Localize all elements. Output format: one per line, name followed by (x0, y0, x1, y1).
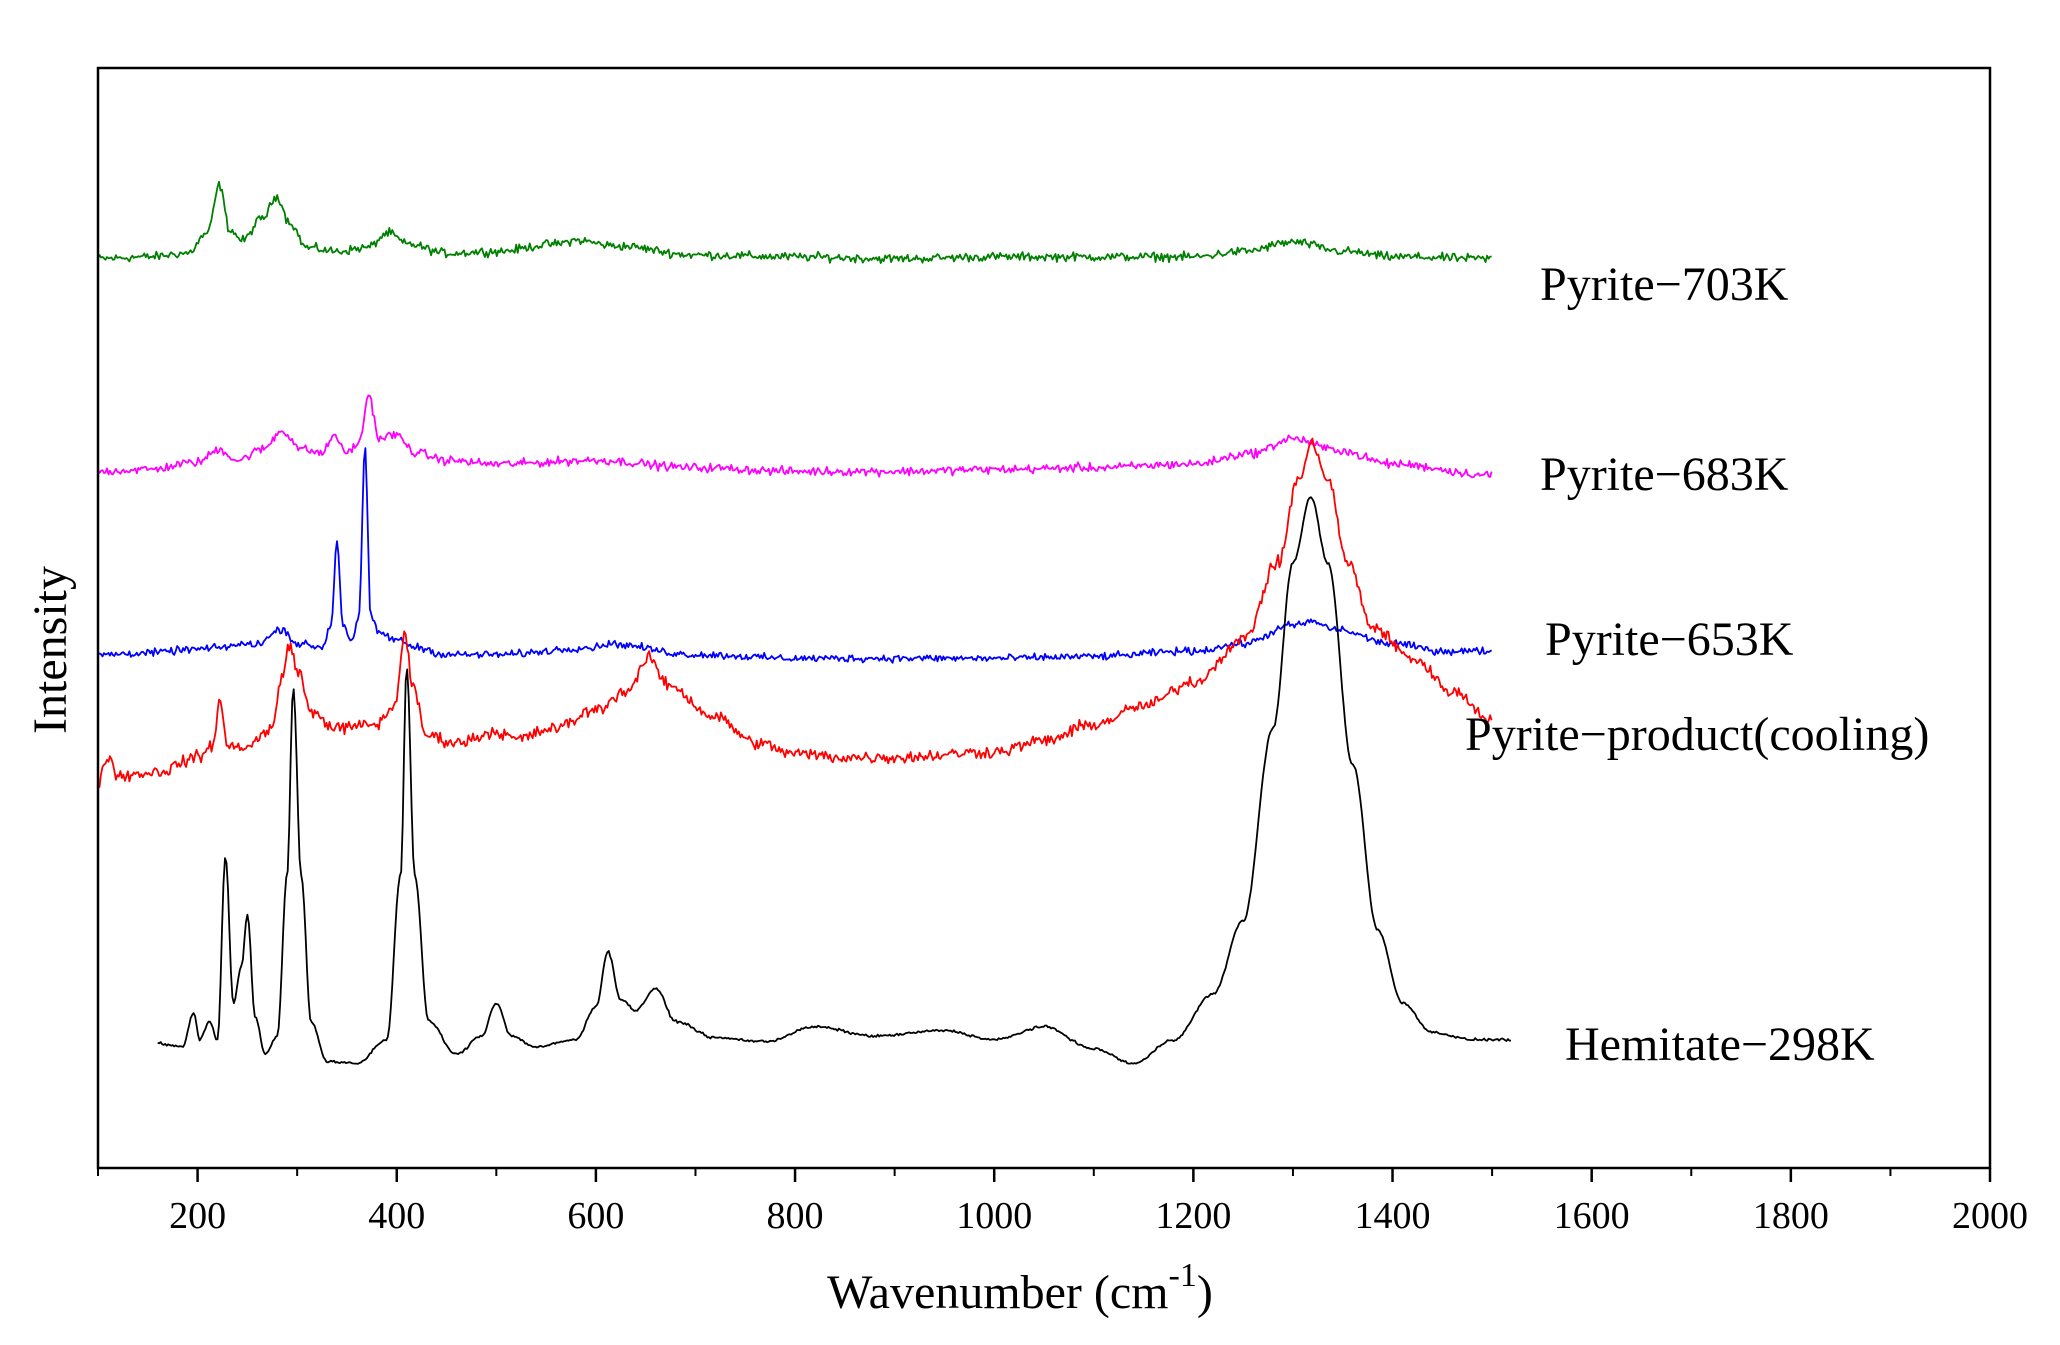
series-line (157, 496, 1511, 1065)
y-axis-title: Intensity (24, 566, 77, 734)
x-tick-label: 1400 (1355, 1195, 1431, 1237)
series-layer (97, 180, 1511, 1065)
tick-layer: 200 400 600 800 1000 1200 1400 1600 1800 2000 (97, 1168, 2028, 1237)
label-layer: Pyrite−703K Pyrite−683K Pyrite−653K Pyrite−… (1465, 258, 1929, 1071)
series-label: Hemitate−298K (1565, 1018, 1875, 1071)
series-line (97, 437, 1493, 788)
series-line (97, 447, 1493, 664)
series-line (97, 394, 1493, 479)
series-label: Pyrite−product(cooling) (1465, 708, 1929, 761)
x-tick-label: 1600 (1554, 1195, 1630, 1237)
x-axis-title-superscript: -1 (1169, 1257, 1197, 1294)
x-tick-label: 1800 (1753, 1195, 1829, 1237)
x-tick-label: 400 (368, 1195, 425, 1237)
series-label: Pyrite−653K (1545, 613, 1794, 666)
x-tick-label: 200 (169, 1195, 226, 1237)
x-axis-title-main: Wavenumber (cm (827, 1266, 1168, 1319)
x-tick-label: 2000 (1952, 1195, 2028, 1237)
x-axis-title: Wavenumber (cm-1) (827, 1257, 1213, 1319)
x-tick-label: 600 (567, 1195, 624, 1237)
x-tick-label: 1200 (1155, 1195, 1231, 1237)
series-label: Pyrite−683K (1540, 448, 1789, 501)
plot-frame (96, 66, 1992, 1170)
series-label: Pyrite−703K (1540, 258, 1789, 311)
x-tick-label: 800 (767, 1195, 824, 1237)
series-line (97, 180, 1492, 264)
x-tick-label: 1000 (956, 1195, 1032, 1237)
x-axis-title-close: ) (1197, 1266, 1213, 1319)
